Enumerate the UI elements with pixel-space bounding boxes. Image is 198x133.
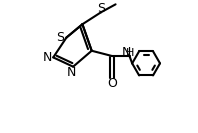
Text: H: H <box>126 48 134 58</box>
Text: O: O <box>107 77 117 90</box>
Text: S: S <box>97 2 105 15</box>
Text: N: N <box>67 66 76 79</box>
Text: N: N <box>43 51 52 64</box>
Text: N: N <box>122 46 131 59</box>
Text: S: S <box>57 31 65 44</box>
